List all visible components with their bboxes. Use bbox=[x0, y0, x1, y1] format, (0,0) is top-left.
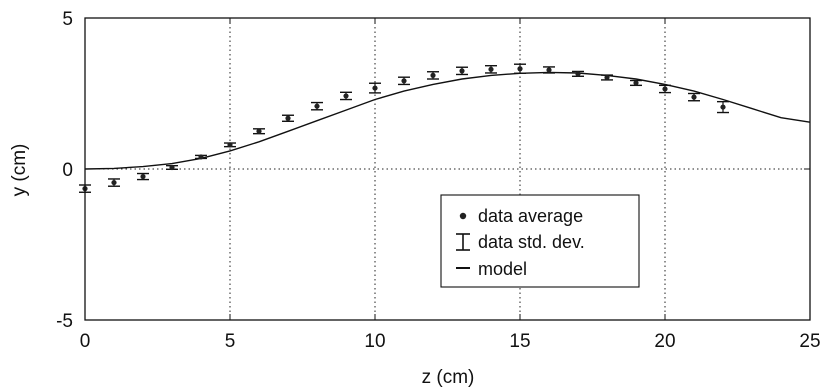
data-point bbox=[717, 100, 729, 114]
data-point-marker bbox=[546, 67, 552, 73]
data-point-marker bbox=[575, 71, 581, 77]
data-point bbox=[572, 70, 584, 77]
model-line bbox=[84, 71, 811, 170]
data-point bbox=[427, 71, 439, 80]
y-axis-label: y (cm) bbox=[9, 144, 30, 197]
data-point-marker bbox=[691, 94, 697, 100]
data-point bbox=[311, 101, 323, 111]
legend-label-model: model bbox=[478, 259, 527, 279]
data-point-marker bbox=[662, 86, 668, 92]
y-tick-label: -5 bbox=[56, 311, 73, 332]
data-point bbox=[514, 63, 526, 74]
legend-label-data-average: data average bbox=[478, 206, 583, 226]
data-point-marker bbox=[198, 154, 204, 160]
data-point bbox=[137, 172, 149, 181]
data-point bbox=[108, 178, 120, 187]
data-point-marker bbox=[111, 179, 117, 186]
data-point bbox=[195, 154, 207, 160]
data-point-marker bbox=[604, 74, 610, 81]
data-point-marker bbox=[459, 68, 465, 74]
data-point bbox=[398, 76, 410, 86]
data-point bbox=[369, 82, 381, 94]
y-tick-label: 0 bbox=[62, 160, 73, 181]
data-point bbox=[224, 142, 236, 148]
x-axis-label: z (cm) bbox=[422, 367, 475, 387]
data-point-marker bbox=[285, 115, 291, 121]
model-series bbox=[84, 71, 811, 170]
data-point bbox=[166, 164, 178, 171]
legend-std-dev-marker bbox=[456, 233, 470, 251]
x-tick-label: 15 bbox=[509, 331, 530, 352]
data-point-marker bbox=[256, 128, 262, 134]
legend-label-data-std-dev: data std. dev. bbox=[478, 232, 585, 252]
x-tick-label: 5 bbox=[225, 331, 236, 352]
data-point bbox=[630, 79, 642, 87]
data-point-marker bbox=[372, 85, 378, 91]
legend: data average data std. dev. model bbox=[440, 194, 640, 288]
data-point bbox=[601, 74, 613, 81]
data-point-marker bbox=[314, 103, 320, 109]
data-point bbox=[659, 84, 671, 94]
x-tick-label: 25 bbox=[799, 331, 820, 352]
data-point bbox=[688, 92, 700, 102]
data-point-marker bbox=[140, 173, 146, 180]
data-point bbox=[253, 128, 265, 135]
x-tick-label: 0 bbox=[80, 331, 91, 352]
data-point-marker bbox=[488, 66, 494, 72]
x-tick-label: 20 bbox=[654, 331, 675, 352]
legend-box bbox=[440, 194, 640, 288]
data-point-marker bbox=[169, 164, 175, 171]
data-point bbox=[456, 66, 468, 76]
data-point-marker bbox=[430, 72, 436, 78]
legend-data-average-marker bbox=[459, 212, 467, 220]
axis-ticks: 0 5 10 15 20 25 -5 0 5 bbox=[56, 9, 820, 352]
x-tick-label: 10 bbox=[364, 331, 385, 352]
data-point-marker bbox=[517, 66, 523, 72]
y-tick-label: 5 bbox=[62, 9, 73, 30]
data-point bbox=[340, 91, 352, 101]
data-point bbox=[485, 65, 497, 74]
data-point-marker bbox=[227, 142, 233, 148]
data-point-marker bbox=[401, 78, 407, 84]
data-point-marker bbox=[720, 104, 726, 110]
data-point bbox=[543, 66, 555, 74]
data-point-marker bbox=[343, 93, 349, 99]
data-average-series bbox=[79, 63, 729, 193]
data-point-marker bbox=[633, 80, 639, 86]
data-point bbox=[282, 114, 294, 122]
